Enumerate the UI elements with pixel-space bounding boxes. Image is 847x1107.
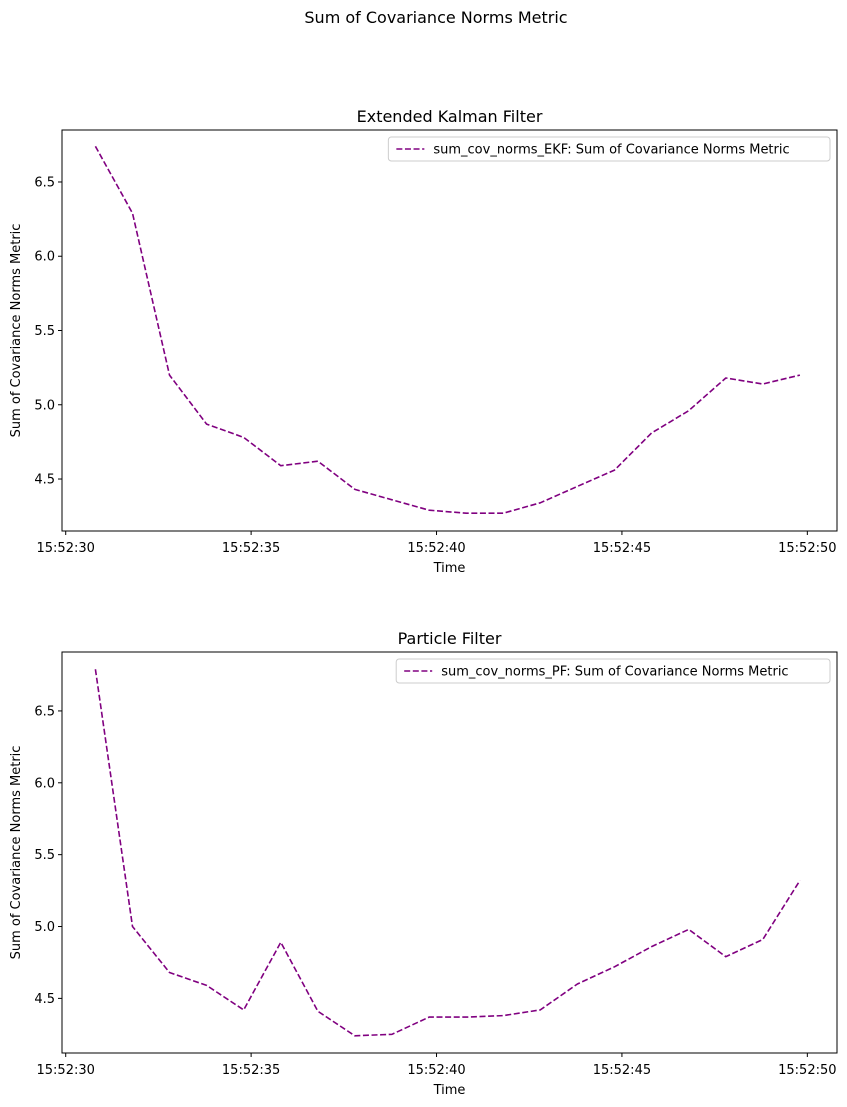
chart-1-legend-label: sum_cov_norms_PF: Sum of Covariance Norm…: [441, 665, 788, 680]
chart-pf: Particle Filter 4.5 5.0 5.5 6.0 6.5 15:52:30 15…: [9, 629, 838, 1098]
chart-0-y-axis-label: Sum of Covariance Norms Metric: [9, 224, 24, 438]
chart-0-x-tick-label-4: 15:52:50: [778, 541, 836, 556]
chart-0-x-tick-label-1: 15:52:35: [222, 541, 280, 556]
chart-0-x-tick-label-3: 15:52:45: [593, 541, 651, 556]
chart-1-x-tick-label-4: 15:52:50: [778, 1063, 836, 1078]
chart-1-y-tick-label-2: 5.5: [34, 848, 55, 863]
chart-1-y-axis-label: Sum of Covariance Norms Metric: [9, 746, 24, 960]
chart-0-x-axis-label: Time: [433, 561, 466, 576]
chart-0-title: Extended Kalman Filter: [357, 107, 543, 126]
chart-1-x-tick-label-3: 15:52:45: [593, 1063, 651, 1078]
chart-1-series-line-0: [94, 669, 801, 1037]
chart-0-series-line-0: [94, 145, 801, 515]
chart-1-y-tick-label-0: 4.5: [34, 992, 55, 1007]
chart-1-x-tick-label-2: 15:52:40: [407, 1063, 465, 1078]
chart-1-legend: sum_cov_norms_PF: Sum of Covariance Norm…: [395, 658, 831, 684]
chart-1-y-tick-label-3: 6.0: [34, 776, 55, 791]
chart-0-plot-frame: [61, 129, 838, 532]
chart-0-y-tick-label-1: 5.0: [34, 398, 55, 413]
figure-suptitle: Sum of Covariance Norms Metric: [304, 8, 567, 27]
chart-1-y-tick-label-4: 6.5: [34, 704, 55, 719]
chart-1-title: Particle Filter: [398, 629, 502, 648]
chart-0-legend-label: sum_cov_norms_EKF: Sum of Covariance Nor…: [433, 143, 789, 158]
chart-1-plot-frame: [61, 651, 838, 1054]
chart-ekf: Extended Kalman Filter 4.5 5.0 5.5 6.0 6.5 15:…: [9, 107, 838, 576]
chart-0-y-tick-label-3: 6.0: [34, 250, 55, 265]
chart-0-y-tick-label-0: 4.5: [34, 473, 55, 488]
chart-0-y-tick-label-4: 6.5: [34, 175, 55, 190]
chart-0-legend: sum_cov_norms_EKF: Sum of Covariance Nor…: [387, 136, 831, 162]
chart-0-x-tick-label-2: 15:52:40: [407, 541, 465, 556]
chart-0-legend-box: [387, 136, 831, 162]
chart-1-x-tick-label-1: 15:52:35: [222, 1063, 280, 1078]
chart-1-legend-box: [395, 658, 831, 684]
chart-1-x-axis-label: Time: [433, 1083, 466, 1098]
chart-0-x-tick-label-0: 15:52:30: [37, 541, 95, 556]
chart-1-y-tick-label-1: 5.0: [34, 920, 55, 935]
chart-0-y-tick-label-2: 5.5: [34, 324, 55, 339]
chart-1-x-tick-label-0: 15:52:30: [37, 1063, 95, 1078]
